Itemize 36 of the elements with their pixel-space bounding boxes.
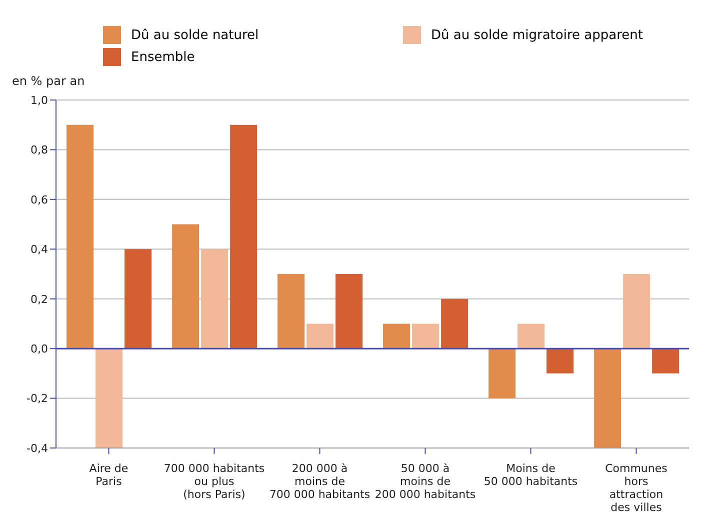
bar [383, 324, 410, 349]
y-tick-label: 0,0 [30, 342, 48, 356]
bar [278, 274, 305, 349]
x-tick-label: Aire de Paris [89, 462, 128, 488]
bar [441, 298, 468, 349]
legend-label: Ensemble [131, 50, 195, 64]
bar [124, 249, 152, 349]
x-tick-label: 50 000 à moins de 200 000 habitants [374, 462, 476, 501]
y-tick-label: 1,0 [30, 94, 48, 107]
bar [652, 348, 680, 374]
y-tick-label: -0,4 [26, 442, 48, 455]
bar [230, 124, 258, 349]
bar [546, 348, 574, 374]
bar [306, 324, 334, 349]
bar [201, 249, 228, 349]
y-tick-label: 0,2 [30, 292, 48, 306]
x-tick-label: Communes hors attraction des villes [605, 462, 668, 514]
bar [594, 348, 622, 448]
y-tick-label: 0,6 [30, 193, 48, 206]
bar [623, 274, 650, 349]
legend-label: Dû au solde naturel [131, 28, 259, 42]
bar [96, 348, 123, 448]
bar [412, 324, 440, 349]
bar [66, 124, 94, 349]
bar [172, 224, 200, 349]
bar [336, 274, 363, 349]
y-tick-label: 0,4 [30, 243, 48, 256]
legend-label: Dû au solde migratoire apparent [431, 28, 643, 42]
y-tick-label: 0,8 [30, 144, 48, 157]
y-tick-label: -0,2 [26, 392, 48, 406]
x-tick-label: 200 000 à moins de 700 000 habitants [269, 462, 370, 501]
x-tick-label: Moins de 50 000 habitants [484, 462, 578, 488]
x-tick-label: 700 000 habitants ou plus (hors Paris) [164, 462, 265, 501]
bar [488, 348, 516, 398]
y-axis-title: en % par an [12, 74, 86, 88]
bar [518, 324, 545, 349]
